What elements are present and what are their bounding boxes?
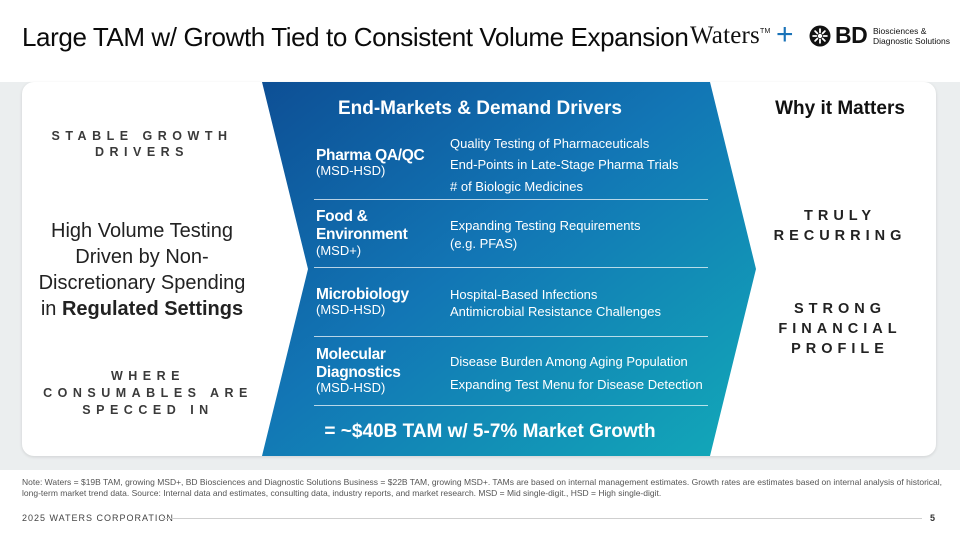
plus-sign: + bbox=[776, 18, 794, 51]
consumables-line1: WHERE bbox=[110, 369, 186, 383]
segment-code-microbiology: (MSD-HSD) bbox=[316, 302, 386, 317]
bd-subtitle-line2: Diagnostic Solutions bbox=[873, 36, 951, 46]
logo-area: WatersTM + BD Biosciences & Diagnostic S… bbox=[690, 18, 950, 52]
segment-code-pharma: (MSD-HSD) bbox=[316, 163, 386, 178]
consumables-line2: CONSUMABLES ARE bbox=[43, 386, 253, 400]
stable-growth-line2: DRIVERS bbox=[94, 145, 190, 159]
waters-tm: TM bbox=[760, 28, 771, 35]
bd-subtitle-line1: Biosciences & bbox=[873, 26, 927, 36]
end-markets-header: End-Markets & Demand Drivers bbox=[337, 98, 623, 119]
consumables-label: WHERE CONSUMABLES ARE SPECCED IN bbox=[28, 368, 268, 419]
segment-name-line1: Molecular bbox=[316, 346, 386, 363]
statement-line3: Discretionary Spending bbox=[38, 272, 246, 294]
segment-divider bbox=[314, 267, 708, 268]
statement-line1: High Volume Testing bbox=[51, 220, 233, 242]
driver-item: Antimicrobial Resistance Challenges bbox=[450, 304, 661, 319]
high-volume-statement: High Volume Testing Driven by Non- Discr… bbox=[22, 218, 262, 322]
driver-item: Expanding Test Menu for Disease Detectio… bbox=[450, 377, 703, 392]
footer-divider bbox=[162, 518, 922, 519]
slide-title: Large TAM w/ Growth Tied to Consistent V… bbox=[22, 22, 689, 52]
driver-item: (e.g. PFAS) bbox=[450, 236, 518, 251]
truly-recurring-label: TRULY RECURRING bbox=[750, 206, 930, 246]
segment-name-microbiology: Microbiology bbox=[316, 286, 409, 304]
segment-name-molecular: Molecular Diagnostics bbox=[316, 346, 401, 382]
strong-financial-line2: FINANCIAL bbox=[778, 321, 902, 337]
statement-line4: in Regulated Settings bbox=[22, 296, 262, 322]
page-number: 5 bbox=[930, 513, 936, 523]
segment-name-line1: Pharma QA/QC bbox=[316, 147, 425, 164]
bd-logo-text: BD bbox=[835, 22, 868, 48]
footnote: Note: Waters = $19B TAM, growing MSD+, B… bbox=[22, 477, 943, 498]
strong-financial-line1: STRONG bbox=[793, 301, 887, 317]
statement-line4-prefix: in bbox=[40, 298, 62, 320]
segment-name-line2: Environment bbox=[316, 226, 408, 243]
driver-item: End-Points in Late-Stage Pharma Trials bbox=[450, 157, 679, 172]
tam-total: = ~$40B TAM w/ 5-7% Market Growth bbox=[324, 421, 656, 442]
strong-financial-label: STRONG FINANCIAL PROFILE bbox=[750, 299, 930, 359]
statement-line4-bold: Regulated Settings bbox=[61, 298, 244, 320]
stable-growth-line1: STABLE GROWTH bbox=[51, 129, 233, 143]
bd-star-icon bbox=[809, 25, 831, 47]
strong-financial-line3: PROFILE bbox=[791, 341, 889, 357]
segment-divider bbox=[314, 199, 708, 200]
segment-name-line2: Diagnostics bbox=[316, 364, 401, 381]
stable-growth-label: STABLE GROWTH DRIVERS bbox=[22, 128, 262, 160]
truly-recurring-line2: RECURRING bbox=[773, 228, 907, 244]
segment-code-food: (MSD+) bbox=[316, 243, 362, 258]
why-it-matters-header: Why it Matters bbox=[775, 98, 905, 119]
consumables-line3: SPECCED IN bbox=[82, 403, 214, 417]
statement-line2: Driven by Non- bbox=[75, 246, 209, 268]
waters-logo: WatersTM bbox=[690, 22, 771, 50]
segment-name-pharma: Pharma QA/QC bbox=[316, 147, 425, 165]
segment-divider bbox=[314, 336, 708, 337]
segment-code-molecular: (MSD-HSD) bbox=[316, 380, 386, 395]
footer-company: 2025 WATERS CORPORATION bbox=[22, 513, 174, 523]
segment-divider bbox=[314, 405, 708, 406]
driver-item: Quality Testing of Pharmaceuticals bbox=[450, 136, 650, 151]
bd-subtitle: Biosciences & Diagnostic Solutions bbox=[873, 26, 950, 46]
driver-item: Hospital-Based Infections bbox=[450, 287, 598, 302]
waters-logo-text: Waters bbox=[690, 22, 760, 49]
end-markets-chevron bbox=[262, 82, 756, 456]
content-card bbox=[22, 82, 936, 456]
segment-name-line1: Food & bbox=[316, 208, 368, 225]
driver-item: # of Biologic Medicines bbox=[450, 179, 583, 194]
segment-name-line1: Microbiology bbox=[316, 286, 409, 303]
segment-name-food: Food & Environment bbox=[316, 208, 408, 244]
driver-item: Expanding Testing Requirements bbox=[450, 218, 641, 233]
driver-item: Disease Burden Among Aging Population bbox=[450, 354, 688, 369]
truly-recurring-line1: TRULY bbox=[804, 208, 876, 224]
